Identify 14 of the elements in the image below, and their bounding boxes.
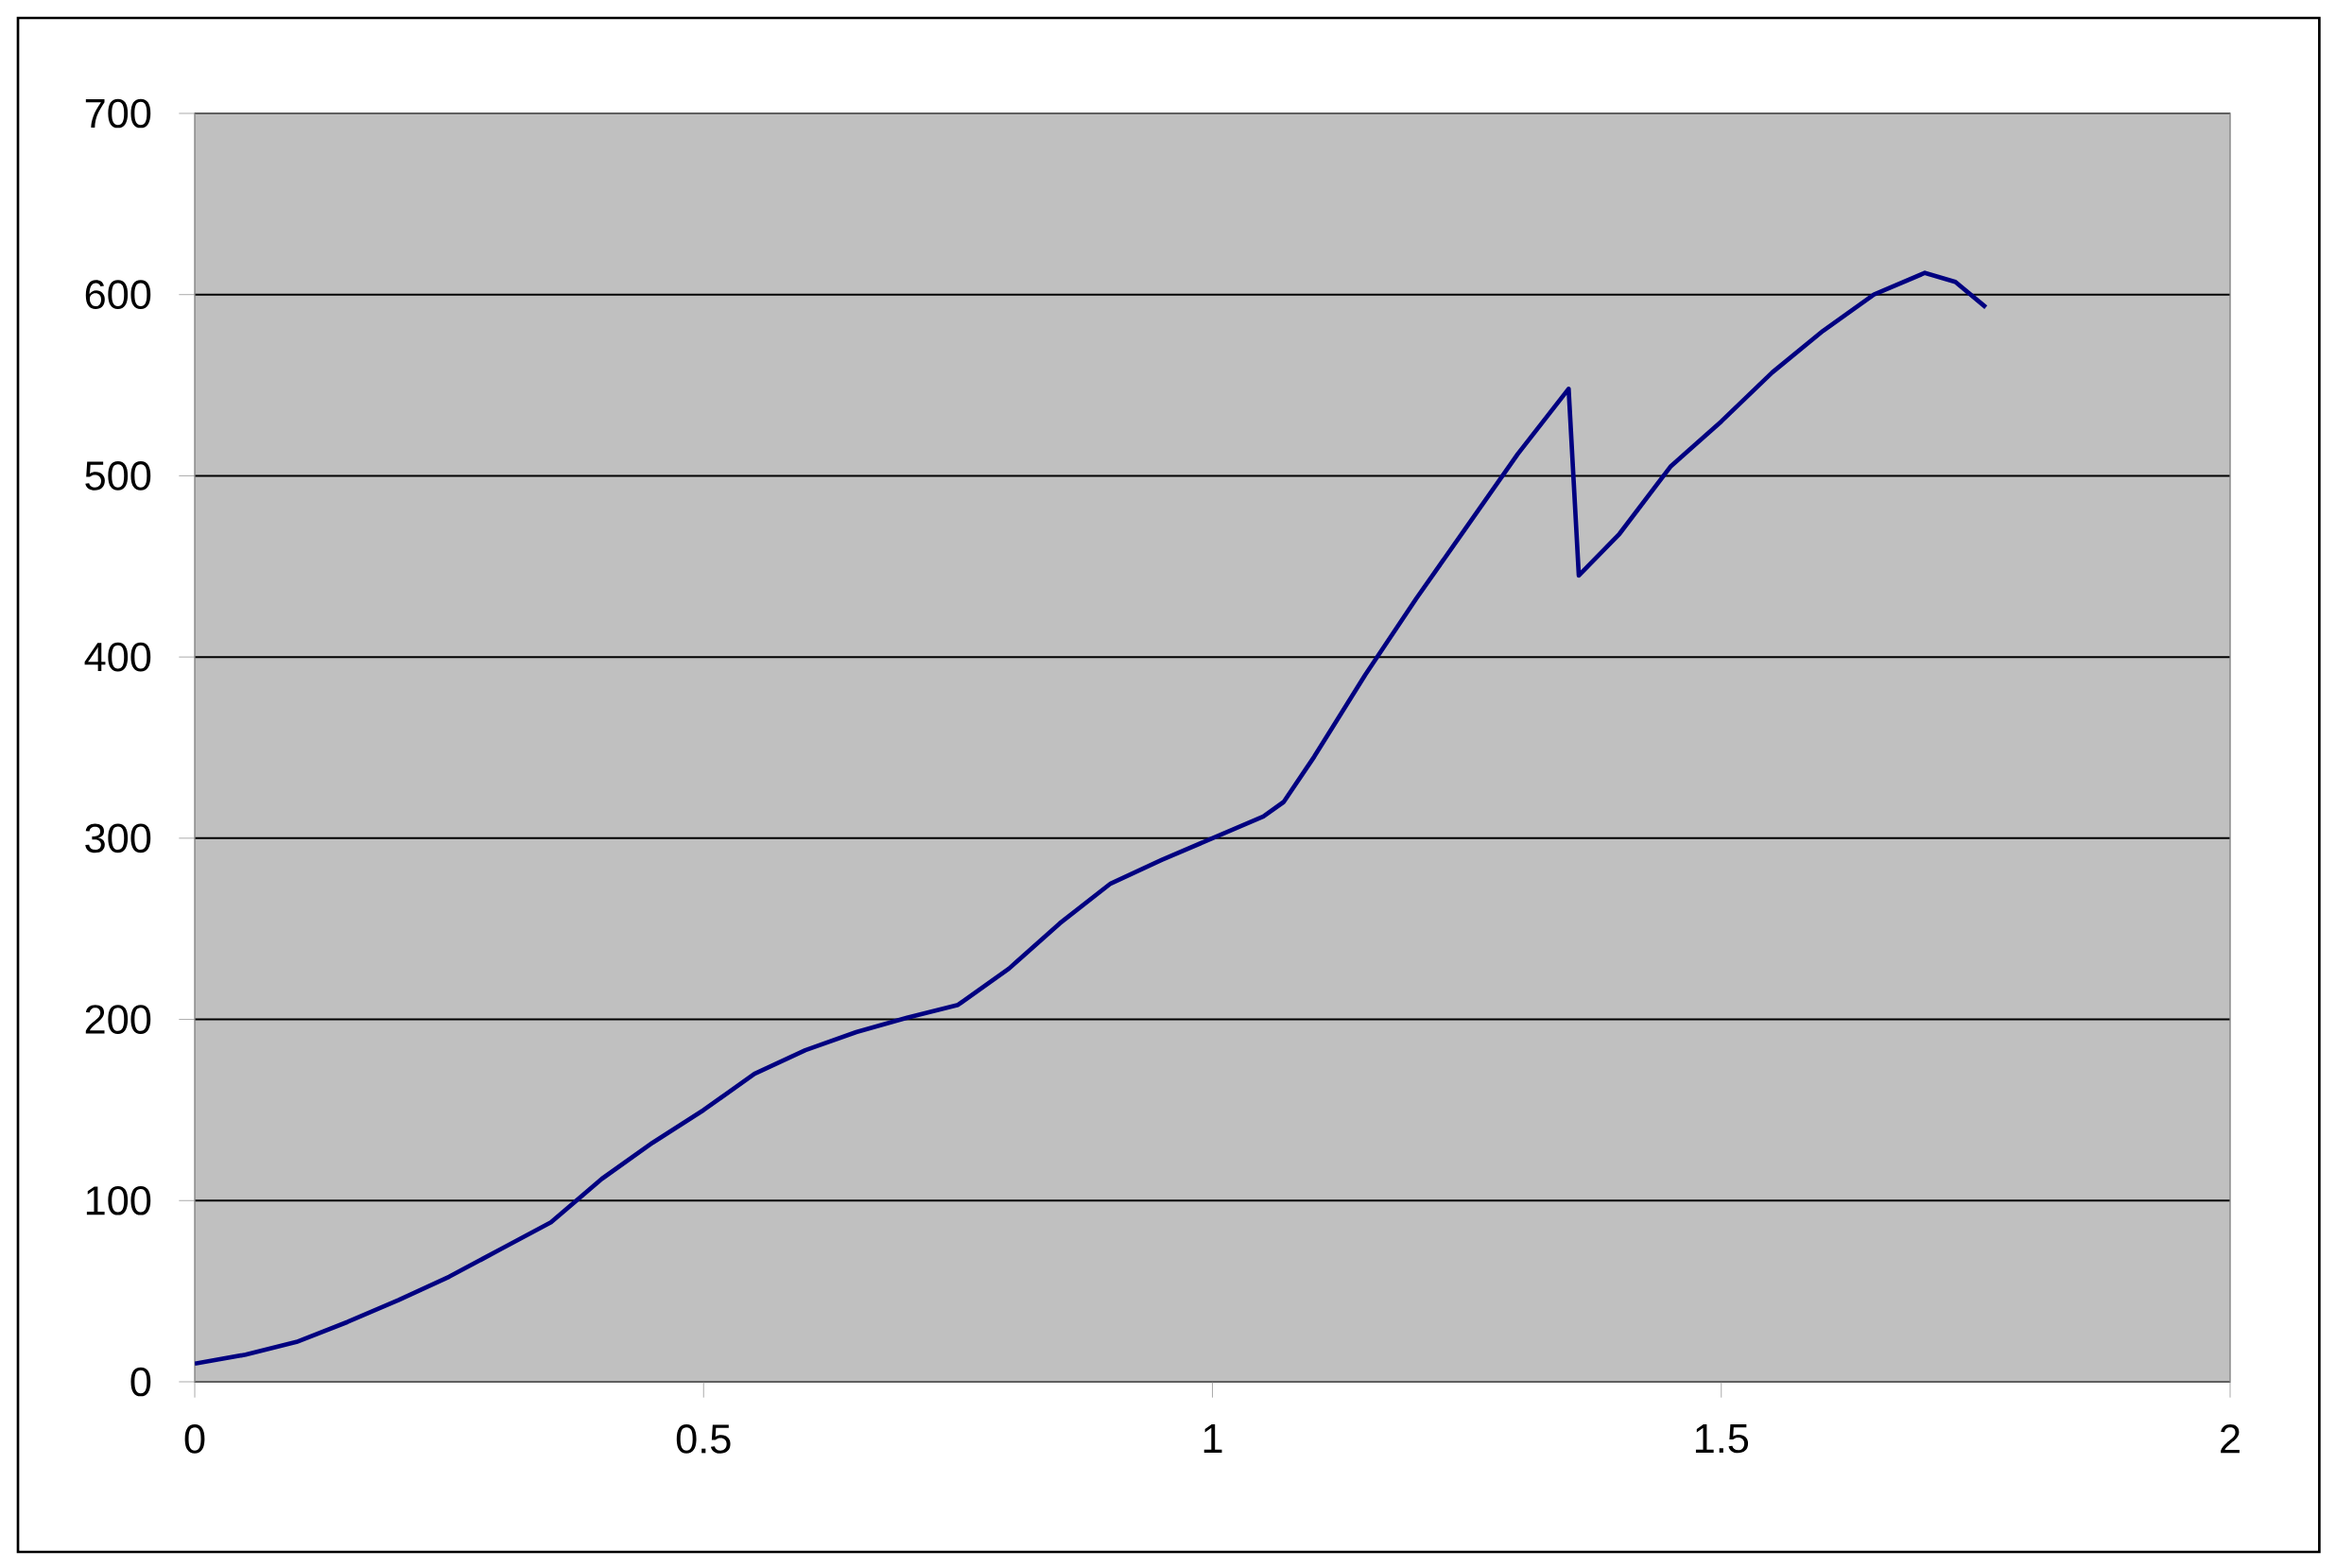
line-series xyxy=(195,270,1988,1367)
y-tick-label: 700 xyxy=(85,98,151,129)
y-tick-label: 200 xyxy=(85,1005,151,1034)
y-tick-label: 400 xyxy=(84,642,151,672)
x-tick-label: 0.5 xyxy=(676,1424,731,1454)
x-tick-label: 1 xyxy=(1203,1424,1222,1453)
x-tick-label: 1.5 xyxy=(1695,1424,1749,1454)
y-tick-label: 0 xyxy=(130,1367,151,1397)
x-tick-label: 2 xyxy=(2221,1424,2240,1454)
y-tick-label: 100 xyxy=(86,1185,151,1215)
x-tick-label: 0 xyxy=(184,1424,205,1454)
y-tick-label: 300 xyxy=(85,823,151,853)
y-tick-label: 500 xyxy=(85,461,151,491)
y-tick-label: 600 xyxy=(85,280,151,310)
